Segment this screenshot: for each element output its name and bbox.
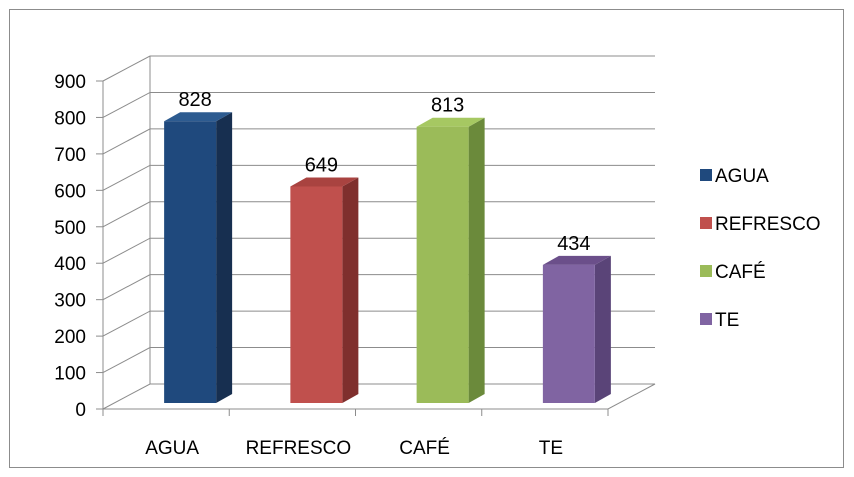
y-tick-label: 200 bbox=[54, 327, 86, 348]
legend-swatch bbox=[700, 169, 712, 181]
data-label: 813 bbox=[431, 95, 464, 117]
bar-side bbox=[342, 177, 359, 403]
gridline bbox=[102, 347, 655, 373]
gridline bbox=[102, 164, 655, 191]
bar bbox=[164, 121, 217, 404]
legend-label: TE bbox=[715, 310, 739, 331]
bar-top bbox=[542, 255, 611, 265]
y-tick-label: 0 bbox=[75, 400, 86, 421]
y-tick-label: 900 bbox=[54, 72, 86, 93]
gridline bbox=[102, 237, 655, 264]
x-axis: AGUA REFRESCO CAFÉ TE bbox=[102, 408, 609, 459]
legend-swatch bbox=[700, 265, 712, 277]
legend-label: AGUA bbox=[715, 166, 769, 187]
x-tick-label: AGUA bbox=[145, 438, 199, 459]
gridline bbox=[102, 274, 655, 301]
y-tick-label: 300 bbox=[54, 291, 86, 312]
y-tick-label: 700 bbox=[54, 145, 86, 166]
data-label: 828 bbox=[178, 89, 211, 111]
legend-swatch bbox=[700, 217, 712, 229]
gridline bbox=[102, 91, 655, 118]
data-labels: 828 649 813 434 bbox=[178, 89, 590, 255]
bar bbox=[542, 264, 595, 403]
y-tick-label: 500 bbox=[54, 218, 86, 239]
y-tick-label: 600 bbox=[54, 181, 86, 202]
legend-swatch bbox=[700, 313, 712, 325]
data-label: 649 bbox=[305, 154, 338, 176]
x-tick-label: TE bbox=[539, 438, 563, 459]
bar-top bbox=[416, 117, 485, 127]
gridline bbox=[102, 201, 655, 228]
x-tick-label: REFRESCO bbox=[246, 438, 352, 459]
gridline bbox=[102, 310, 655, 337]
y-tick-label: 100 bbox=[54, 364, 86, 385]
bar-top bbox=[290, 177, 359, 187]
legend: AGUA REFRESCO CAFÉ TE bbox=[700, 166, 821, 331]
legend-label: REFRESCO bbox=[715, 214, 821, 235]
gridline bbox=[102, 55, 655, 82]
bar-top bbox=[164, 112, 233, 122]
data-label: 434 bbox=[557, 233, 590, 255]
legend-label: CAFÉ bbox=[715, 262, 766, 283]
bars bbox=[164, 112, 611, 404]
y-tick-label: 800 bbox=[54, 108, 86, 129]
bar-side bbox=[216, 112, 233, 404]
bar-side bbox=[468, 117, 485, 403]
y-tick-label: 400 bbox=[54, 254, 86, 275]
bar bbox=[416, 126, 469, 403]
y-axis: 0 100 200 300 400 500 600 700 800 900 bbox=[54, 72, 104, 421]
gridline bbox=[102, 128, 655, 155]
x-tick-label: CAFÉ bbox=[399, 438, 450, 459]
bar bbox=[290, 186, 343, 403]
gridlines bbox=[102, 55, 655, 373]
bar-side bbox=[594, 255, 611, 403]
